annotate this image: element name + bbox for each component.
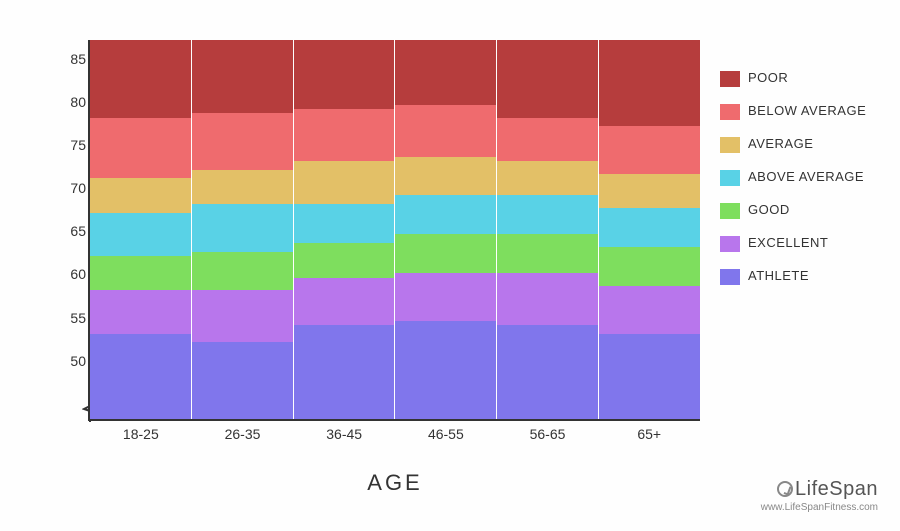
band-average: [599, 174, 700, 209]
x-tick: 65+: [598, 426, 700, 442]
legend-item: POOR: [720, 70, 890, 87]
band-below_average: [192, 113, 293, 169]
brand-url: www.LifeSpanFitness.com: [761, 502, 878, 513]
x-tick: 56-65: [497, 426, 599, 442]
x-tick: 46-55: [395, 426, 497, 442]
legend-swatch: [720, 269, 740, 285]
band-good: [90, 256, 191, 291]
band-below_average: [395, 105, 496, 157]
band-athlete: [497, 325, 598, 420]
band-good: [599, 247, 700, 286]
band-good: [294, 243, 395, 278]
band-above_average: [599, 208, 700, 247]
band-athlete: [599, 334, 700, 420]
band-excellent: [192, 290, 293, 342]
band-good: [395, 234, 496, 273]
y-tick: 50: [58, 353, 86, 369]
age-column: [90, 40, 192, 420]
clock-icon: [777, 481, 793, 497]
legend-item: BELOW AVERAGE: [720, 103, 890, 120]
band-above_average: [395, 195, 496, 234]
brand-footer: LifeSpan www.LifeSpanFitness.com: [761, 478, 878, 513]
band-below_average: [497, 118, 598, 161]
band-above_average: [192, 204, 293, 252]
legend-label: AVERAGE: [748, 136, 813, 152]
band-good: [192, 252, 293, 291]
band-below_average: [599, 126, 700, 174]
y-tick: 60: [58, 266, 86, 282]
legend-swatch: [720, 71, 740, 87]
brand-name: LifeSpan: [761, 478, 878, 501]
band-poor: [497, 40, 598, 118]
y-tick: 55: [58, 310, 86, 326]
x-axis-line: [90, 419, 700, 421]
legend-item: ABOVE AVERAGE: [720, 169, 890, 186]
legend: POOR BELOW AVERAGE AVERAGE ABOVE AVERAGE GOO…: [720, 70, 890, 301]
band-above_average: [497, 195, 598, 234]
chart-plot-area: [90, 40, 700, 420]
band-athlete: [294, 325, 395, 420]
legend-swatch: [720, 203, 740, 219]
x-tick: 18-25: [90, 426, 192, 442]
band-average: [395, 157, 496, 196]
legend-item: GOOD: [720, 202, 890, 219]
band-average: [192, 170, 293, 205]
band-average: [497, 161, 598, 196]
legend-label: POOR: [748, 70, 788, 86]
legend-swatch: [720, 236, 740, 252]
y-tick: 80: [58, 94, 86, 110]
age-column: [395, 40, 497, 420]
band-average: [294, 161, 395, 204]
band-excellent: [599, 286, 700, 334]
legend-label: ATHLETE: [748, 268, 809, 284]
band-poor: [192, 40, 293, 113]
band-poor: [90, 40, 191, 118]
y-tick: 70: [58, 180, 86, 196]
legend-item: AVERAGE: [720, 136, 890, 153]
y-tick: 75: [58, 137, 86, 153]
legend-item: EXCELLENT: [720, 235, 890, 252]
band-above_average: [294, 204, 395, 243]
band-excellent: [497, 273, 598, 325]
age-column: [599, 40, 700, 420]
legend-swatch: [720, 104, 740, 120]
band-poor: [395, 40, 496, 105]
legend-label: BELOW AVERAGE: [748, 103, 866, 119]
band-good: [497, 234, 598, 273]
x-tick: 36-45: [293, 426, 395, 442]
band-excellent: [294, 278, 395, 326]
band-poor: [599, 40, 700, 126]
legend-label: EXCELLENT: [748, 235, 828, 251]
legend-swatch: [720, 137, 740, 153]
x-axis-label: AGE: [367, 470, 422, 496]
band-athlete: [395, 321, 496, 420]
band-above_average: [90, 213, 191, 256]
band-average: [90, 178, 191, 213]
band-athlete: [90, 334, 191, 420]
age-column: [294, 40, 396, 420]
stacked-columns: [90, 40, 700, 420]
legend-label: GOOD: [748, 202, 790, 218]
band-poor: [294, 40, 395, 109]
x-axis-ticks: 18-2526-3536-4546-5556-6565+: [90, 426, 700, 442]
band-below_average: [90, 118, 191, 178]
age-column: [192, 40, 294, 420]
x-tick: 26-35: [192, 426, 294, 442]
legend-label: ABOVE AVERAGE: [748, 169, 864, 185]
age-column: [497, 40, 599, 420]
brand-name-text: LifeSpan: [795, 478, 878, 500]
band-excellent: [90, 290, 191, 333]
band-excellent: [395, 273, 496, 321]
band-athlete: [192, 342, 293, 420]
band-below_average: [294, 109, 395, 161]
legend-item: ATHLETE: [720, 268, 890, 285]
y-tick: 85: [58, 51, 86, 67]
legend-swatch: [720, 170, 740, 186]
y-tick: 65: [58, 223, 86, 239]
y-axis-ticks: 5055606570758085: [62, 40, 90, 420]
